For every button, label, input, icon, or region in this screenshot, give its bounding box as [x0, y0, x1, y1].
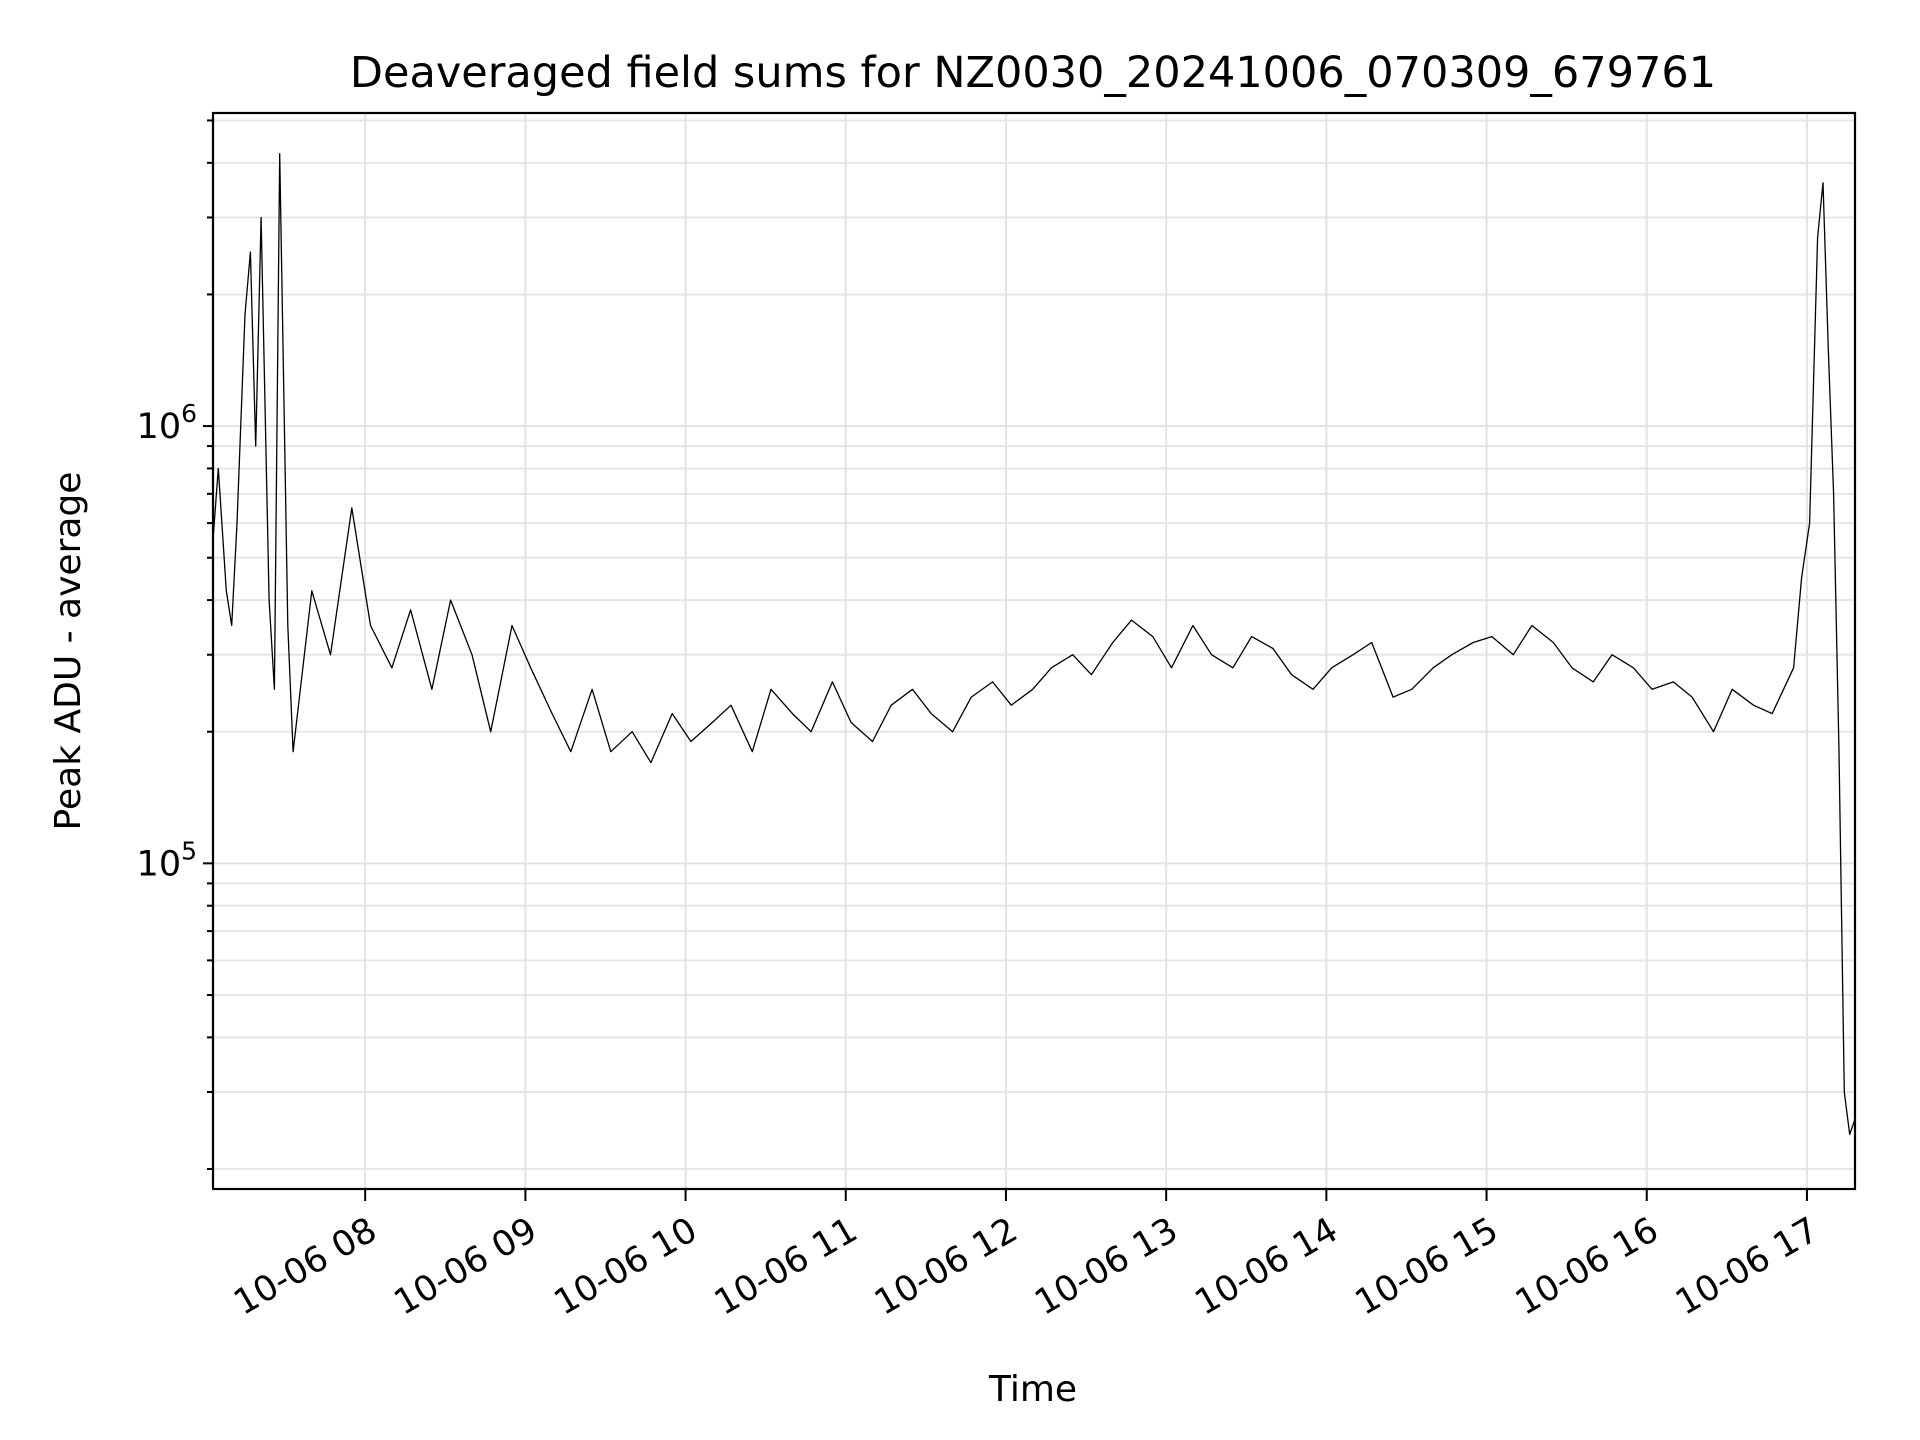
x-tick-label: 10-06 08	[227, 1210, 383, 1323]
series-line	[212, 152, 1856, 1136]
x-tick-label: 10-06 17	[1669, 1210, 1825, 1323]
plot-area-frame	[211, 111, 1857, 1191]
x-tick-label: 10-06 11	[708, 1210, 864, 1323]
y-tick-label-exponent: 5	[181, 836, 197, 865]
x-tick-label: 10-06 12	[868, 1210, 1024, 1323]
grid-lines	[213, 113, 1855, 1189]
y-tick-label: 105	[137, 836, 197, 884]
chart-title: Deaveraged field sums for NZ0030_2024100…	[350, 48, 1716, 98]
x-tick-label: 10-06 10	[548, 1210, 704, 1323]
x-tick-label: 10-06 14	[1189, 1210, 1345, 1323]
x-tick-label: 10-06 15	[1349, 1210, 1505, 1323]
x-axis-label: Time	[988, 1369, 1077, 1410]
y-tick-label-base: 10	[137, 844, 182, 884]
x-tick-label: 10-06 16	[1509, 1210, 1665, 1323]
x-axis: 10-06 08 10-06 09 10-06 10 10-06 11 10-06 12…	[227, 1189, 1825, 1323]
y-tick-label-base: 10	[137, 407, 182, 447]
y-tick-label-exponent: 6	[181, 399, 197, 428]
x-tick-label: 10-06 09	[388, 1210, 544, 1323]
x-tick-label: 10-06 13	[1028, 1210, 1184, 1323]
y-tick-label: 106	[137, 399, 197, 447]
y-axis-label: Peak ADU - average	[48, 472, 89, 831]
